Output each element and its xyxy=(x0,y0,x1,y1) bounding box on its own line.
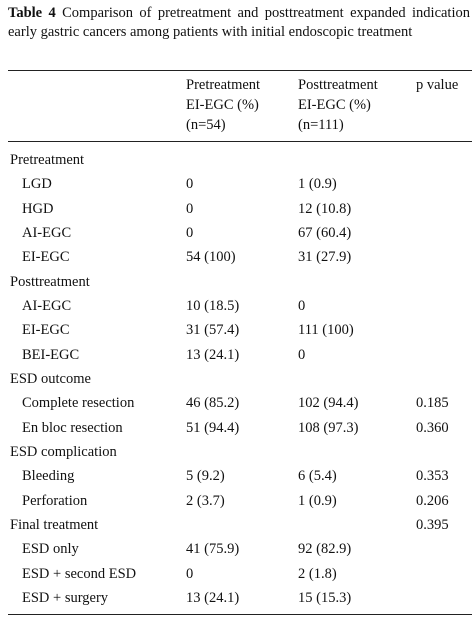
value-cell: 0 xyxy=(186,176,194,193)
header-cell: EI-EGC (%) xyxy=(298,97,371,113)
row-label: ESD only xyxy=(22,541,79,558)
value-cell: 13 (24.1) xyxy=(186,589,240,606)
value-cell: 13 (24.1) xyxy=(186,346,240,363)
row-label: EI-EGC xyxy=(22,322,70,339)
caption-text: Comparison of pretreatment and posttreat… xyxy=(8,5,470,40)
value-cell: 31 (27.9) xyxy=(298,249,352,266)
value-cell: 1 (0.9) xyxy=(298,492,337,509)
value-cell: 5 (9.2) xyxy=(186,468,225,485)
value-cell: 1 (0.9) xyxy=(298,176,337,193)
value-cell: 0 xyxy=(186,200,194,217)
value-cell: 111 (100) xyxy=(298,322,354,339)
row-label: AI-EGC xyxy=(22,224,72,241)
value-cell: 102 (94.4) xyxy=(298,395,359,412)
header-cell: Posttreatment xyxy=(298,77,378,93)
row-label: ESD + second ESD xyxy=(22,565,137,582)
section-label: Final treatment xyxy=(10,516,99,533)
value-cell: 0 xyxy=(186,565,194,582)
value-cell: 12 (10.8) xyxy=(298,200,352,217)
value-cell: 41 (75.9) xyxy=(186,541,240,558)
value-cell: 46 (85.2) xyxy=(186,395,240,412)
row-label: EI-EGC xyxy=(22,249,70,266)
value-cell: 92 (82.9) xyxy=(298,541,352,558)
row-label: En bloc resection xyxy=(22,419,123,436)
p-value: 0.360 xyxy=(416,419,449,436)
header-cell: p value xyxy=(416,77,459,93)
row-label: AI-EGC xyxy=(22,297,72,314)
value-cell: 108 (97.3) xyxy=(298,419,359,436)
row-label: Perforation xyxy=(22,492,88,509)
value-cell: 2 (1.8) xyxy=(298,565,337,582)
p-value: 0.185 xyxy=(416,395,449,412)
bottom-rule xyxy=(8,614,472,615)
p-value: 0.353 xyxy=(416,468,449,485)
header-cell: (n=111) xyxy=(298,117,344,133)
table-label: Table 4 xyxy=(8,5,56,21)
header-rule xyxy=(8,141,472,142)
header-cell: Pretreatment xyxy=(186,77,261,93)
value-cell: 51 (94.4) xyxy=(186,419,240,436)
value-cell: 0 xyxy=(298,346,306,363)
value-cell: 67 (60.4) xyxy=(298,224,352,241)
row-label: Bleeding xyxy=(22,468,75,485)
value-cell: 2 (3.7) xyxy=(186,492,225,509)
table-caption: Table 4 Comparison of pretreatment and p… xyxy=(8,4,470,42)
row-label: Complete resection xyxy=(22,395,135,412)
value-cell: 6 (5.4) xyxy=(298,468,337,485)
section-label: ESD complication xyxy=(10,443,117,460)
top-rule xyxy=(8,70,472,71)
row-label: LGD xyxy=(22,176,52,193)
value-cell: 10 (18.5) xyxy=(186,297,240,314)
value-cell: 0 xyxy=(186,224,194,241)
value-cell: 54 (100) xyxy=(186,249,236,266)
row-label: HGD xyxy=(22,200,54,217)
section-label: Posttreatment xyxy=(10,273,90,290)
header-cell: (n=54) xyxy=(186,117,226,133)
value-cell: 15 (15.3) xyxy=(298,589,352,606)
p-value: 0.395 xyxy=(416,516,449,533)
row-label: BEI-EGC xyxy=(22,346,80,363)
value-cell: 0 xyxy=(298,297,306,314)
value-cell: 31 (57.4) xyxy=(186,322,240,339)
section-label: ESD outcome xyxy=(10,370,91,387)
section-label: Pretreatment xyxy=(10,152,85,168)
header-cell: EI-EGC (%) xyxy=(186,97,259,113)
p-value: 0.206 xyxy=(416,492,449,509)
row-label: ESD + surgery xyxy=(22,589,109,606)
